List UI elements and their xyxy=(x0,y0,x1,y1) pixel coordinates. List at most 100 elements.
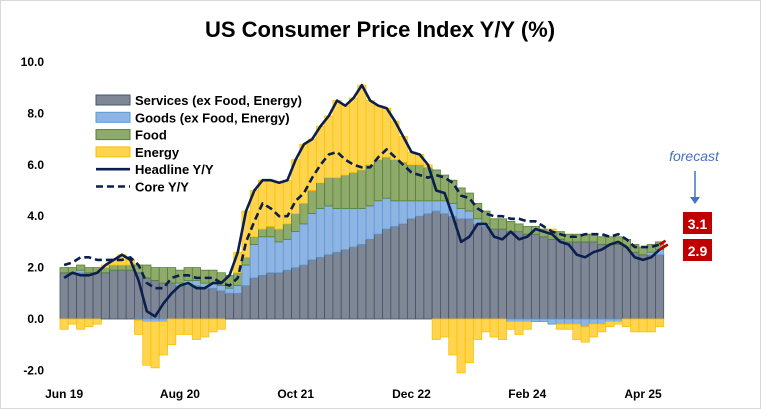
bar-services-ex-food-energy xyxy=(67,272,77,320)
bar-goods-ex-food-energy xyxy=(431,200,441,212)
bar-goods-ex-food-energy xyxy=(332,208,342,253)
bar-goods-ex-food-energy xyxy=(580,318,590,328)
bar-energy xyxy=(456,318,466,374)
bar-energy xyxy=(514,321,524,335)
bar-goods-ex-food-energy xyxy=(216,285,226,292)
bar-food xyxy=(373,159,383,202)
bar-services-ex-food-energy xyxy=(514,231,524,320)
bar-energy xyxy=(158,321,168,356)
bar-energy xyxy=(315,125,326,184)
bar-energy xyxy=(638,318,648,333)
bar-energy xyxy=(191,318,201,340)
bar-energy xyxy=(216,318,226,330)
bar-services-ex-food-energy xyxy=(406,218,417,320)
bar-energy xyxy=(373,105,383,161)
bar-services-ex-food-energy xyxy=(555,238,565,320)
bar-services-ex-food-energy xyxy=(59,272,69,320)
bar-services-ex-food-energy xyxy=(638,254,648,320)
bar-food xyxy=(340,174,350,209)
bar-services-ex-food-energy xyxy=(597,244,607,320)
bar-energy xyxy=(605,321,615,328)
bar-food xyxy=(158,267,168,284)
bar-services-ex-food-energy xyxy=(299,264,309,320)
legend-label: Services (ex Food, Energy) xyxy=(135,93,302,108)
bar-services-ex-food-energy xyxy=(530,233,541,320)
bar-energy xyxy=(357,84,367,171)
y-tick-label: 10.0 xyxy=(21,55,45,69)
legend-swatch xyxy=(95,94,131,106)
bar-services-ex-food-energy xyxy=(580,241,590,320)
bar-services-ex-food-energy xyxy=(655,254,665,320)
bar-services-ex-food-energy xyxy=(506,231,516,320)
bar-services-ex-food-energy xyxy=(539,236,549,320)
bar-goods-ex-food-energy xyxy=(258,236,268,276)
bar-services-ex-food-energy xyxy=(224,292,235,320)
y-tick-label: 2.0 xyxy=(27,261,44,275)
bar-goods-ex-food-energy xyxy=(572,318,582,325)
bar-food xyxy=(258,228,268,238)
bar-services-ex-food-energy xyxy=(448,215,458,320)
bar-services-ex-food-energy xyxy=(274,272,284,320)
bar-goods-ex-food-energy xyxy=(373,200,383,235)
bar-services-ex-food-energy xyxy=(84,272,94,320)
bar-energy xyxy=(167,318,177,346)
bar-services-ex-food-energy xyxy=(547,238,557,320)
legend-label: Headline Y/Y xyxy=(135,162,214,177)
bar-services-ex-food-energy xyxy=(630,251,640,320)
x-tick-label: Oct 21 xyxy=(277,387,314,401)
bar-food xyxy=(84,267,94,274)
bar-food xyxy=(150,267,160,281)
bar-services-ex-food-energy xyxy=(125,269,135,320)
bar-energy xyxy=(67,318,77,325)
bar-energy xyxy=(489,318,499,338)
bar-services-ex-food-energy xyxy=(200,287,210,320)
bar-services-ex-food-energy xyxy=(423,213,433,320)
core-line xyxy=(63,148,660,290)
chart-title: US Consumer Price Index Y/Y (%) xyxy=(205,17,555,42)
headline-forecast-box xyxy=(683,239,712,261)
bar-services-ex-food-energy xyxy=(340,249,350,320)
bar-services-ex-food-energy xyxy=(332,251,342,320)
forecast-label: forecast xyxy=(669,148,720,164)
bar-services-ex-food-energy xyxy=(489,228,499,320)
bar-services-ex-food-energy xyxy=(349,246,359,320)
bar-services-ex-food-energy xyxy=(167,282,177,320)
x-tick-label: Dec 22 xyxy=(392,387,431,401)
bar-food xyxy=(398,161,408,202)
bar-food xyxy=(299,202,309,225)
bar-energy xyxy=(497,318,507,340)
forecast-annotation: forecast 3.1 2.9 xyxy=(669,148,720,261)
bar-goods-ex-food-energy xyxy=(291,231,301,268)
bar-energy xyxy=(572,323,582,340)
legend-swatch xyxy=(95,146,131,158)
core-forecast-line xyxy=(658,238,669,246)
legend: Services (ex Food, Energy) Goods (ex Food… xyxy=(95,93,302,195)
bar-energy xyxy=(266,179,276,227)
bar-energy xyxy=(208,318,218,333)
bar-food xyxy=(59,267,69,274)
bar-food xyxy=(307,190,317,215)
bar-goods-ex-food-energy xyxy=(324,205,334,256)
legend-label: Food xyxy=(135,128,167,143)
bar-services-ex-food-energy xyxy=(324,254,334,320)
bar-energy xyxy=(588,323,598,338)
bar-food xyxy=(266,226,276,238)
bar-food xyxy=(349,172,359,209)
bar-goods-ex-food-energy xyxy=(266,236,276,274)
bar-services-ex-food-energy xyxy=(208,287,218,320)
bar-food xyxy=(109,264,119,271)
bar-food xyxy=(481,210,491,225)
bar-services-ex-food-energy xyxy=(282,269,292,320)
y-axis: 10.0 8.0 6.0 4.0 2.0 0.0 -2.0 xyxy=(21,55,45,377)
y-tick-label: -2.0 xyxy=(23,363,44,377)
bar-services-ex-food-energy xyxy=(605,244,615,320)
x-axis: Jun 19 Aug 20 Oct 21 Dec 22 Feb 24 Apr 25 xyxy=(45,387,662,401)
bar-food xyxy=(506,220,516,233)
bar-energy xyxy=(175,318,185,335)
bar-services-ex-food-energy xyxy=(415,215,425,320)
bar-services-ex-food-energy xyxy=(92,272,102,320)
bar-energy xyxy=(613,321,623,325)
bar-services-ex-food-energy xyxy=(522,233,532,320)
bar-services-ex-food-energy xyxy=(390,226,400,320)
bar-services-ex-food-energy xyxy=(307,259,317,320)
